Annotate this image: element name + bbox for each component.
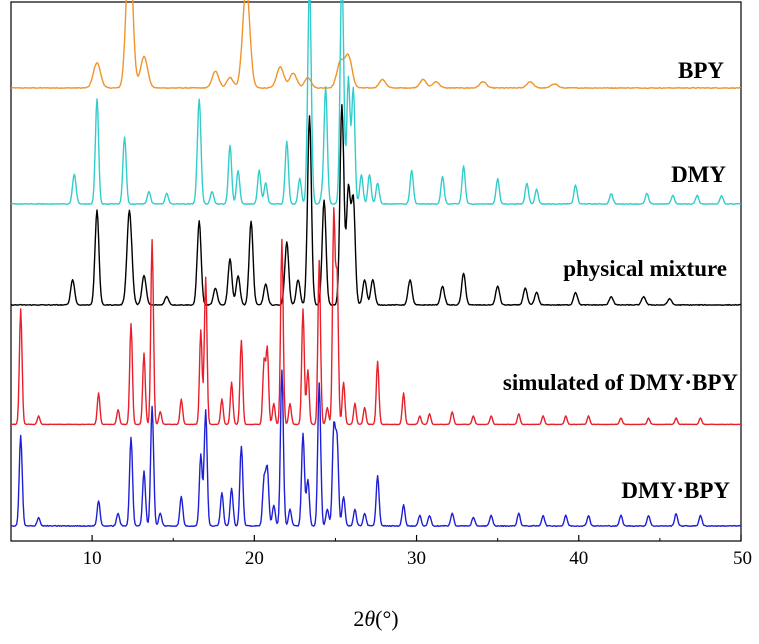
plot-frame bbox=[10, 1, 742, 542]
series-label-physical-mixture: physical mixture bbox=[563, 256, 727, 281]
series-line-dmy bbox=[10, 0, 742, 206]
series-label-simulated: simulated of DMY·BPY bbox=[503, 370, 738, 395]
x-tick-label-40: 40 bbox=[569, 548, 588, 569]
series-label-dmy-bpy: DMY·BPY bbox=[621, 478, 730, 503]
x-axis-ticks: 10 20 30 40 50 bbox=[10, 535, 752, 569]
series-line-simulated bbox=[11, 207, 742, 426]
series-label-bpy: BPY bbox=[678, 58, 724, 83]
series-line-bpy bbox=[10, 0, 742, 90]
series-group bbox=[10, 0, 742, 528]
x-tick-label-10: 10 bbox=[83, 548, 102, 569]
x-axis-label: 2θ(°) bbox=[353, 606, 398, 631]
series-label-dmy: DMY bbox=[671, 162, 726, 187]
series-line-physical-mixture bbox=[10, 103, 741, 306]
series-line-dmy-bpy bbox=[10, 369, 742, 528]
x-tick-label-50: 50 bbox=[733, 548, 752, 569]
x-tick-label-30: 30 bbox=[407, 548, 426, 569]
x-tick-label-20: 20 bbox=[245, 548, 264, 569]
